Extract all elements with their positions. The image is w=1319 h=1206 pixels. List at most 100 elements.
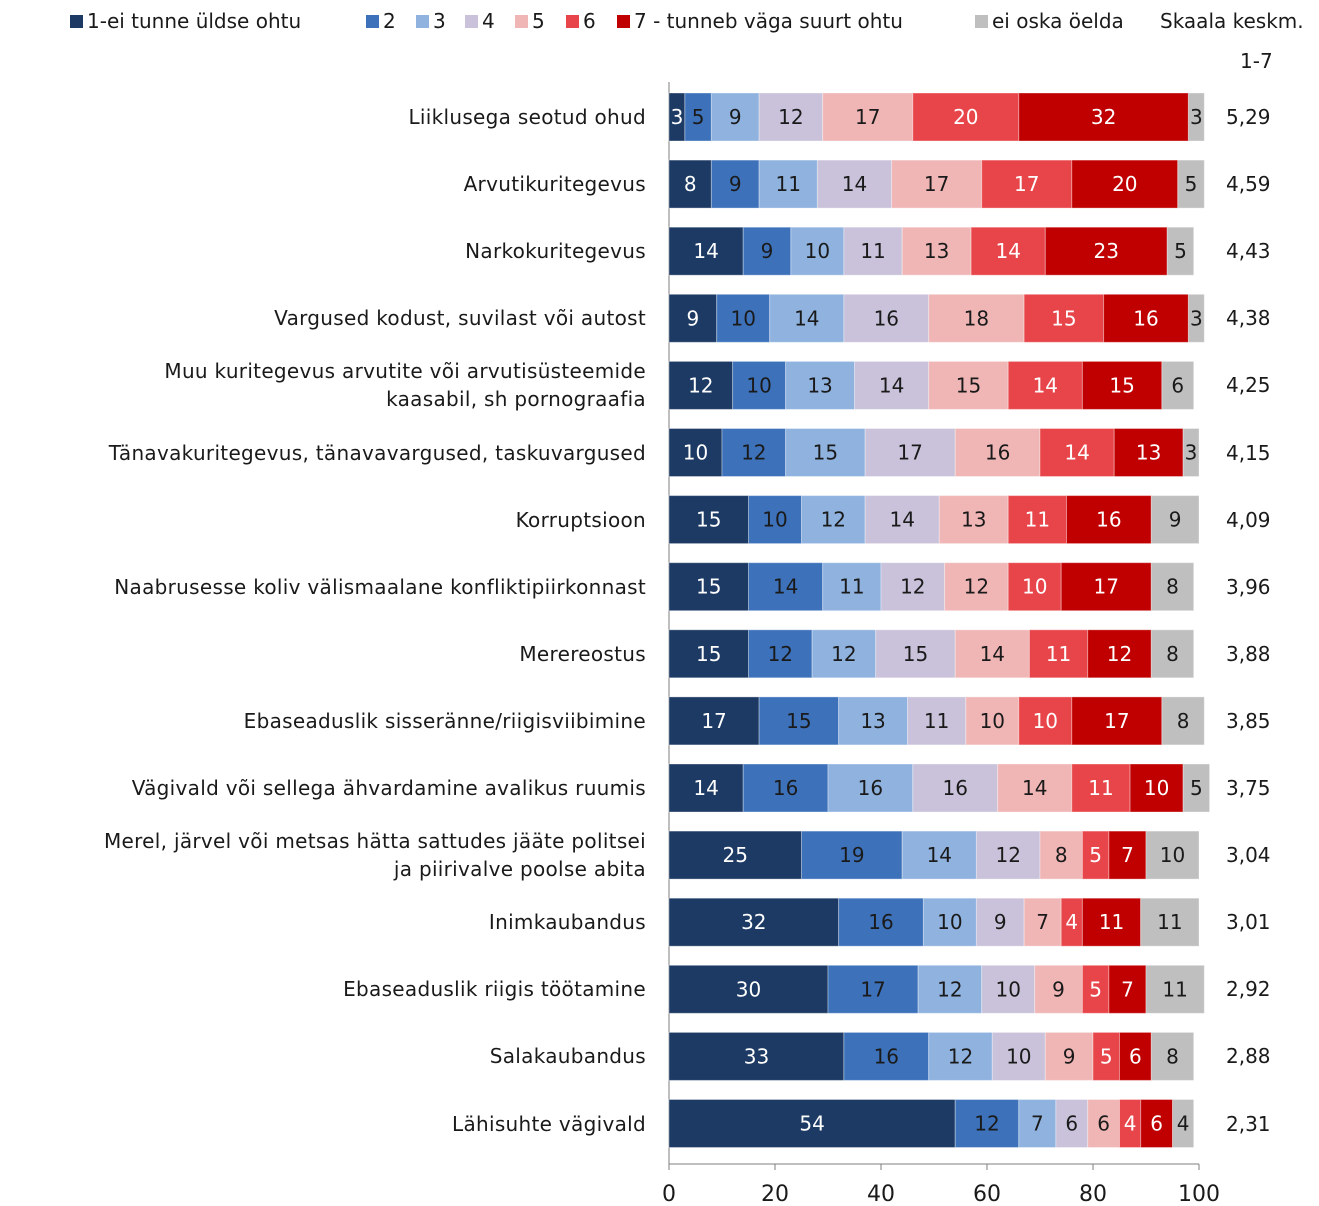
bar-segment <box>1161 360 1195 410</box>
x-tick-label: 40 <box>867 1182 895 1206</box>
bar-segment <box>668 360 734 410</box>
bar-value-label: 8 <box>1055 843 1068 867</box>
bar-segment <box>938 495 1009 545</box>
bar-segment <box>1060 897 1083 947</box>
bar-value-label: 14 <box>693 776 718 800</box>
bar-segment <box>1034 964 1083 1014</box>
bar-value-label: 17 <box>1094 575 1119 599</box>
x-tick-label: 100 <box>1178 1182 1220 1206</box>
bar-segment <box>928 1031 993 1081</box>
bar-value-label: 11 <box>776 172 801 196</box>
bar-value-label: 10 <box>746 373 771 397</box>
bar-value-label: 17 <box>1014 172 1039 196</box>
bar-value-label: 13 <box>961 508 986 532</box>
category-label: Narkokuritegevus <box>465 237 646 265</box>
bar-value-label: 32 <box>741 910 766 934</box>
category-label-line: Vägivald või sellega ähvardamine avaliku… <box>131 776 646 800</box>
bar-segment <box>1087 629 1152 679</box>
category-label: Muu kuritegevus arvutite või arvutisüste… <box>164 357 646 413</box>
bar-segment <box>922 897 977 947</box>
bar-value-label: 11 <box>1157 910 1182 934</box>
bar-segment <box>732 360 787 410</box>
bar-value-label: 17 <box>897 441 922 465</box>
bar-segment <box>1108 964 1147 1014</box>
bar-value-label: 17 <box>1104 709 1129 733</box>
legend-swatch <box>416 14 429 28</box>
category-label-line: Ebaseaduslik sisseränne/riigisviibimine <box>243 708 646 733</box>
bar-value-label: 12 <box>974 1112 999 1136</box>
bar-value-label: 5 <box>1089 843 1102 867</box>
bar-value-label: 10 <box>980 709 1005 733</box>
bar-segment <box>1028 629 1089 679</box>
category-label: Lähisuhte vägivald <box>452 1110 646 1138</box>
bar-segment <box>1023 897 1062 947</box>
legend-swatch <box>975 14 988 28</box>
bar-value-label: 16 <box>858 776 883 800</box>
bar-segment <box>827 964 919 1014</box>
legend-swatch <box>617 14 630 28</box>
bar-segment <box>1129 763 1184 813</box>
category-label: Merel, järvel või metsas hätta sattudes … <box>104 827 646 883</box>
legend-label: 7 - tunneb väga suurt ohtu <box>634 9 903 33</box>
average-header-scale: 1-7 <box>1240 49 1273 73</box>
bar-segment <box>875 629 956 679</box>
bar-value-label: 12 <box>900 575 925 599</box>
bar-value-label: 10 <box>937 910 962 934</box>
bar-segment <box>981 964 1036 1014</box>
bar-value-label: 25 <box>723 843 748 867</box>
average-value: 3,96 <box>1226 574 1271 599</box>
bar-value-label: 15 <box>813 441 838 465</box>
bar-value-label: 16 <box>773 776 798 800</box>
category-label: Inimkaubandus <box>489 908 646 936</box>
bar-segment <box>838 696 908 746</box>
bar-value-label: 11 <box>1025 508 1050 532</box>
category-label: Vägivald või sellega ähvardamine avaliku… <box>132 774 646 802</box>
bar-value-label: 15 <box>1051 306 1076 330</box>
bar-segment <box>1039 830 1083 880</box>
bar-value-label: 13 <box>807 373 832 397</box>
bar-value-label: 17 <box>924 172 949 196</box>
category-label-line: kaasabil, sh pornograafia <box>386 387 646 412</box>
bar-value-label: 8 <box>1166 642 1179 666</box>
bar-value-label: 16 <box>942 776 967 800</box>
bar-value-label: 12 <box>937 977 962 1001</box>
bar-value-label: 12 <box>741 441 766 465</box>
bar-segment <box>748 495 802 545</box>
bar-segment <box>965 696 1020 746</box>
category-label-line: Narkokuritegevus <box>465 239 646 264</box>
bar-value-label: 3 <box>671 105 684 129</box>
bar-value-label: 13 <box>860 709 885 733</box>
bar-segment <box>928 293 1025 343</box>
bar-segment <box>1177 159 1205 209</box>
bar-value-label: 15 <box>1109 373 1134 397</box>
bar-value-label: 14 <box>794 306 819 330</box>
legend-label: 4 <box>482 9 495 33</box>
bar-segment <box>769 293 845 343</box>
bar-segment <box>864 428 956 477</box>
bar-value-label: 12 <box>995 843 1020 867</box>
category-label: Ebaseaduslik riigis töötamine <box>343 975 646 1003</box>
bar-segment <box>668 1031 845 1081</box>
bar-segment <box>907 696 967 746</box>
bar-segment <box>954 1099 1020 1148</box>
bar-segment <box>721 428 787 477</box>
category-label: Arvutikuritegevus <box>464 170 646 198</box>
bar-segment <box>1113 428 1184 477</box>
bar-segment <box>801 830 903 880</box>
legend-label: 2 <box>383 9 396 33</box>
legend-swatch <box>566 14 579 28</box>
bar-segment <box>1007 495 1068 545</box>
category-label-line: Merereostus <box>519 641 646 666</box>
bar-segment <box>917 964 983 1014</box>
bar-segment <box>668 1099 956 1148</box>
bar-segment <box>1166 226 1195 276</box>
bar-value-label: 6 <box>1171 373 1184 397</box>
category-label-line: Arvutikuritegevus <box>463 172 646 197</box>
bar-value-label: 14 <box>773 575 798 599</box>
bar-segment <box>716 293 771 343</box>
bar-value-label: 10 <box>995 977 1020 1001</box>
bar-segment <box>854 360 930 410</box>
legend-label: 5 <box>532 9 545 33</box>
x-tick-label: 80 <box>1079 1182 1107 1206</box>
